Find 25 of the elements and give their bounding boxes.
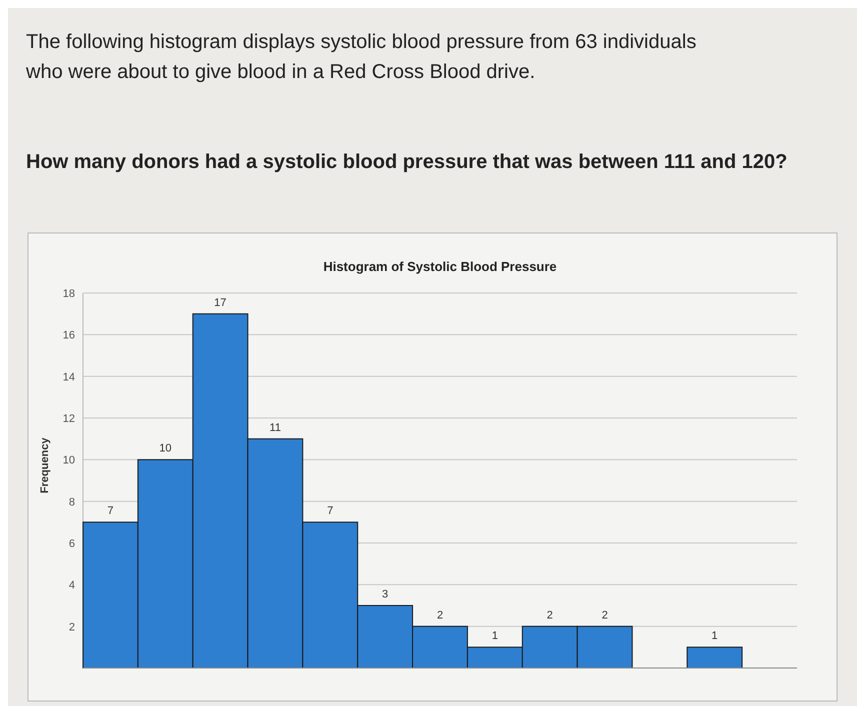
data-label: 7 — [327, 505, 334, 518]
y-tick-label: 2 — [68, 621, 75, 634]
y-tick-label: 18 — [62, 288, 75, 300]
chart-title: Histogram of Systolic Blood Pressure — [323, 259, 557, 274]
data-label: 17 — [214, 296, 226, 309]
y-tick-label: 8 — [68, 496, 75, 508]
data-label: 3 — [382, 588, 388, 600]
data-label: 1 — [712, 630, 718, 642]
y-axis-title: Frequency — [39, 436, 51, 494]
y-tick-label: 16 — [62, 330, 75, 342]
data-label: 10 — [159, 442, 172, 455]
data-label: 7 — [107, 505, 114, 518]
data-label: 1 — [492, 630, 498, 642]
data-label: 2 — [436, 609, 444, 622]
y-tick-label: 10 — [62, 454, 75, 467]
text: The following histogram displays systolic blood pressure from 63 individuals who were about to give blood in a Red Cross Blood drive. — [25, 31, 696, 83]
data-label: 11 — [270, 422, 281, 434]
y-tick-label: 14 — [62, 371, 75, 384]
data-label: 2 — [602, 609, 608, 622]
y-tick-label: 4 — [68, 580, 75, 592]
y-tick-label: 6 — [68, 538, 75, 550]
bar — [686, 646, 743, 668]
text: How many donors had a systolic blood pressure that was between 111 and 120? — [26, 151, 788, 173]
y-tick-label: 12 — [62, 413, 75, 425]
data-label: 2 — [546, 609, 553, 622]
